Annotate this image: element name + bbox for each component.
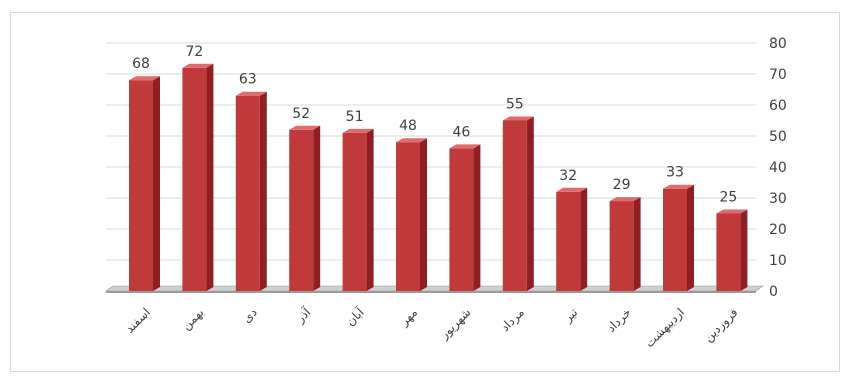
- bar: [129, 76, 160, 291]
- bar-side: [153, 76, 160, 291]
- bar-top: [396, 138, 427, 143]
- bar-side: [420, 138, 427, 291]
- bar: [609, 197, 641, 291]
- data-labels: 68 72 63 52 51 48 46 55 32 29 33 25: [132, 44, 737, 206]
- data-label: 51: [346, 109, 364, 125]
- data-label: 46: [452, 124, 470, 140]
- data-label: 48: [399, 118, 417, 134]
- bar-top: [502, 116, 534, 121]
- category-label: شهریور: [436, 305, 474, 343]
- bar: [663, 184, 694, 291]
- category-label: فروردین: [701, 305, 741, 345]
- category-label: دی: [240, 305, 260, 325]
- category-labels: اسفند بهمن دی آذر آبان مهر شهریور مرداد تیر خرداد…: [122, 304, 741, 351]
- data-label: 68: [132, 56, 150, 72]
- bar-side: [580, 187, 588, 291]
- category-label: آذر: [292, 304, 315, 327]
- data-label: 55: [506, 97, 524, 113]
- category-label: خرداد: [604, 305, 634, 335]
- chart-frame: 0 10 20 30 40 50 60 70 80 68 72 63 52 51 48 46 55 32 29 33…: [10, 12, 840, 372]
- y-tick-label: 30: [769, 191, 787, 207]
- bar-front: [182, 67, 207, 291]
- chart-floor: [105, 285, 764, 293]
- bar-top: [129, 76, 160, 81]
- y-tick-label: 80: [769, 36, 787, 52]
- bar-top: [182, 63, 214, 68]
- bar-front: [609, 201, 634, 291]
- bar: [502, 116, 534, 291]
- bar-side: [526, 116, 534, 291]
- bar-top: [716, 209, 748, 214]
- bar-side: [633, 197, 641, 291]
- data-label: 52: [292, 106, 310, 122]
- data-label: 72: [185, 44, 203, 60]
- category-label: تیر: [560, 305, 581, 326]
- bar-top: [556, 187, 588, 192]
- bar-front: [449, 148, 474, 291]
- bar-front: [235, 95, 260, 291]
- bars: [129, 63, 748, 291]
- category-label: آبان: [343, 304, 368, 329]
- bar-top: [342, 128, 374, 133]
- bar-front: [556, 191, 581, 291]
- y-tick-label: 20: [769, 222, 787, 238]
- bar-top: [663, 184, 694, 189]
- bar: [235, 91, 267, 291]
- y-tick-label: 60: [769, 98, 787, 114]
- data-label: 63: [239, 72, 257, 88]
- bar-front: [289, 129, 314, 291]
- y-tick-label: 10: [769, 253, 787, 269]
- gridlines: [106, 42, 756, 261]
- y-axis-ticks: 0 10 20 30 40 50 60 70 80: [769, 36, 787, 300]
- bar-side: [473, 144, 481, 291]
- bar-side: [687, 184, 694, 291]
- bar-chart: 0 10 20 30 40 50 60 70 80 68 72 63 52 51 48 46 55 32 29 33…: [105, 36, 787, 351]
- bar: [396, 138, 427, 291]
- bar: [449, 144, 481, 291]
- y-tick-label: 40: [769, 160, 787, 176]
- bar-front: [342, 132, 367, 291]
- bar-top: [609, 197, 641, 202]
- data-label: 25: [719, 190, 737, 206]
- bar-front: [716, 213, 741, 291]
- bar-front: [663, 188, 687, 291]
- bar-top: [449, 144, 481, 149]
- bar-top: [235, 91, 267, 96]
- bar-side: [313, 125, 321, 291]
- bar-top: [289, 125, 321, 130]
- y-tick-label: 0: [769, 284, 778, 300]
- bar-side: [366, 128, 374, 291]
- category-label: مرداد: [498, 305, 528, 335]
- bar: [556, 187, 588, 291]
- data-label: 32: [559, 168, 577, 184]
- y-tick-label: 70: [769, 67, 787, 83]
- bar-side: [259, 91, 267, 291]
- bar: [716, 209, 748, 291]
- bar-side: [740, 209, 748, 291]
- y-tick-label: 50: [769, 129, 787, 145]
- bar-front: [502, 120, 527, 291]
- category-label: اسفند: [122, 305, 153, 336]
- bar: [182, 63, 214, 291]
- data-label: 29: [613, 177, 631, 193]
- category-label: بهمن: [179, 305, 207, 333]
- bar-front: [129, 80, 153, 291]
- bar: [289, 125, 321, 291]
- category-label: مهر: [396, 305, 420, 329]
- data-label: 33: [666, 165, 684, 181]
- bar-front: [396, 142, 420, 291]
- bar-side: [206, 63, 214, 291]
- category-label: اردیبهشت: [642, 305, 688, 351]
- bar: [342, 128, 374, 291]
